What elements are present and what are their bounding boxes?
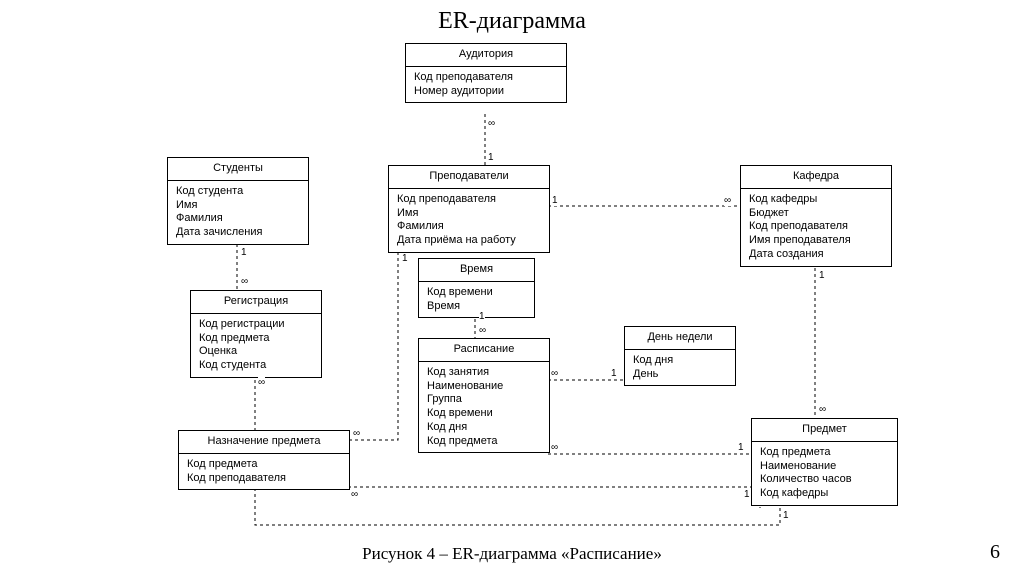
entity-field: Имя [397, 207, 541, 221]
cardinality-label: 1 [611, 368, 617, 379]
cardinality-label: ∞ [819, 404, 826, 415]
entity-vremya: ВремяКод времениВремя [418, 258, 535, 318]
entity-title: Студенты [168, 158, 308, 181]
entity-title: Расписание [419, 339, 549, 362]
entity-field: Код преподавателя [749, 220, 883, 234]
entity-fields: Код студентаИмяФамилияДата зачисления [168, 181, 308, 244]
entity-fields: Код времениВремя [419, 282, 534, 318]
entity-auditoria: АудиторияКод преподавателяНомер аудитори… [405, 43, 567, 103]
entity-fields: Код занятияНаименованиеГруппаКод времени… [419, 362, 549, 453]
entity-predmet: ПредметКод предметаНаименованиеКоличеств… [751, 418, 898, 506]
entity-field: Код кафедры [760, 487, 889, 501]
entity-field: Код регистрации [199, 318, 313, 332]
cardinality-label: 1 [402, 253, 408, 264]
entity-fields: Код кафедрыБюджетКод преподавателяИмя пр… [741, 189, 891, 266]
entity-kafedra: КафедраКод кафедрыБюджетКод преподавател… [740, 165, 892, 267]
entity-registratsiya: РегистрацияКод регистрацииКод предметаОц… [190, 290, 322, 378]
entity-fields: Код регистрацииКод предметаОценкаКод сту… [191, 314, 321, 377]
entity-field: День [633, 368, 727, 382]
entity-title: Регистрация [191, 291, 321, 314]
entity-field: Код дня [633, 354, 727, 368]
entity-field: Код времени [427, 286, 526, 300]
entity-field: Код предмета [427, 435, 541, 449]
cardinality-label: ∞ [353, 428, 360, 439]
cardinality-label: ∞ [351, 489, 358, 500]
cardinality-label: ∞ [258, 377, 265, 388]
entity-field: Код студента [199, 359, 313, 373]
cardinality-label: ∞ [551, 442, 558, 453]
entity-title: Кафедра [741, 166, 891, 189]
entity-title: Назначение предмета [179, 431, 349, 454]
entity-field: Количество часов [760, 473, 889, 487]
relationship-edge [348, 252, 398, 440]
page-number: 6 [990, 541, 1000, 564]
entity-field: Код времени [427, 407, 541, 421]
entity-field: Дата приёма на работу [397, 234, 541, 248]
entity-fields: Код преподавателяНомер аудитории [406, 67, 566, 103]
cardinality-label: 1 [744, 489, 750, 500]
entity-title: Преподаватели [389, 166, 549, 189]
entity-title: Аудитория [406, 44, 566, 67]
entity-field: Наименование [760, 460, 889, 474]
entity-fields: Код предметаКод преподавателя [179, 454, 349, 490]
cardinality-label: 1 [488, 152, 494, 163]
entity-field: Фамилия [176, 212, 300, 226]
entity-field: Группа [427, 393, 541, 407]
entity-field: Код предмета [187, 458, 341, 472]
entity-field: Код преподавателя [397, 193, 541, 207]
entity-field: Фамилия [397, 220, 541, 234]
entity-field: Оценка [199, 345, 313, 359]
entity-field: Код предмета [760, 446, 889, 460]
cardinality-label: 1 [819, 270, 825, 281]
entity-title: Предмет [752, 419, 897, 442]
entity-fields: Код дняДень [625, 350, 735, 386]
entity-field: Код кафедры [749, 193, 883, 207]
cardinality-label: 1 [479, 311, 485, 322]
entity-studenty: СтудентыКод студентаИмяФамилияДата зачис… [167, 157, 309, 245]
entity-field: Код преподавателя [414, 71, 558, 85]
entity-field: Код предмета [199, 332, 313, 346]
entity-field: Наименование [427, 380, 541, 394]
entity-naznachenie: Назначение предметаКод предметаКод препо… [178, 430, 350, 490]
entity-raspisanie: РасписаниеКод занятияНаименованиеГруппаК… [418, 338, 550, 453]
entity-prepodavateli: ПреподавателиКод преподавателяИмяФамилия… [388, 165, 550, 253]
entity-field: Время [427, 300, 526, 314]
cardinality-label: 1 [738, 442, 744, 453]
figure-caption: Рисунок 4 – ER-диаграмма «Расписание» [0, 544, 1024, 564]
cardinality-label: ∞ [479, 325, 486, 336]
entity-field: Код дня [427, 421, 541, 435]
cardinality-label: ∞ [551, 368, 558, 379]
entity-den_nedeli: День неделиКод дняДень [624, 326, 736, 386]
page-title: ER-диаграмма [0, 8, 1024, 35]
entity-title: Время [419, 259, 534, 282]
entity-field: Номер аудитории [414, 85, 558, 99]
entity-field: Дата создания [749, 248, 883, 262]
entity-field: Дата зачисления [176, 226, 300, 240]
relationship-edge [348, 487, 760, 508]
entity-fields: Код преподавателяИмяФамилияДата приёма н… [389, 189, 549, 252]
cardinality-label: ∞ [488, 118, 495, 129]
entity-title: День недели [625, 327, 735, 350]
entity-field: Код студента [176, 185, 300, 199]
cardinality-label: 1 [241, 247, 247, 258]
cardinality-label: ∞ [724, 195, 731, 206]
entity-field: Имя [176, 199, 300, 213]
entity-field: Код преподавателя [187, 472, 341, 486]
cardinality-label: ∞ [241, 276, 248, 287]
entity-field: Бюджет [749, 207, 883, 221]
cardinality-label: 1 [783, 510, 789, 521]
cardinality-label: 1 [552, 195, 558, 206]
entity-field: Код занятия [427, 366, 541, 380]
entity-field: Имя преподавателя [749, 234, 883, 248]
entity-fields: Код предметаНаименованиеКоличество часов… [752, 442, 897, 505]
